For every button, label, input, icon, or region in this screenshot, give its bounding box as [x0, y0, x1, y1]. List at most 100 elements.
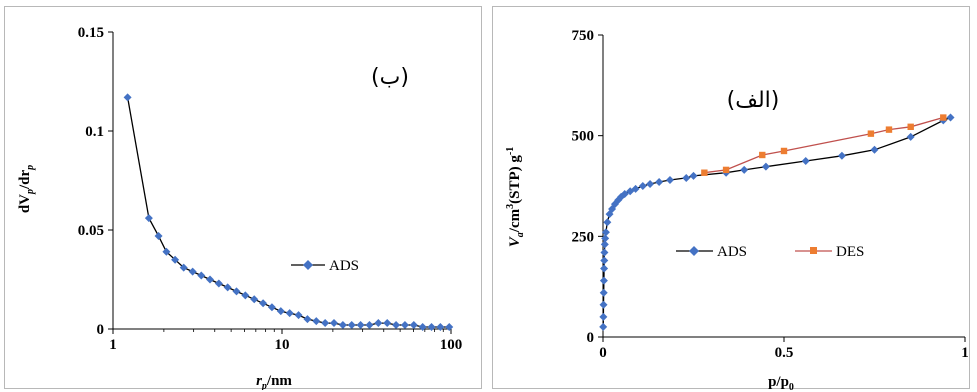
data-point-ads — [740, 165, 749, 174]
data-point-ads — [626, 187, 635, 196]
data-point-ads — [123, 93, 132, 102]
data-point-ads — [276, 307, 285, 316]
data-point-ads — [682, 173, 691, 182]
data-point-ads — [600, 240, 609, 249]
data-point-des — [701, 169, 708, 176]
x-axis-title-right: p/p0 — [768, 374, 794, 390]
data-point-ads — [267, 303, 276, 312]
series-line-ads — [126, 97, 450, 328]
y-axis-title-rest-right: /cm — [507, 208, 523, 233]
y-axis-title-left: dVp/drp — [17, 165, 36, 213]
data-point-ads — [870, 145, 879, 154]
data-point-ads — [599, 276, 608, 285]
data-point-ads — [347, 321, 356, 330]
data-point-ads — [837, 151, 846, 160]
data-point-ads — [321, 319, 330, 328]
data-point-ads — [689, 171, 698, 180]
right-series — [599, 113, 955, 331]
data-point-des — [885, 126, 893, 133]
x-tick-label: 10 — [275, 337, 290, 353]
data-point-ads — [356, 321, 365, 330]
data-point-ads — [188, 267, 197, 276]
data-point-ads — [365, 321, 374, 330]
data-point-des — [780, 147, 788, 155]
data-point-ads — [330, 319, 339, 328]
x-axis-title-main: r — [256, 373, 262, 389]
series-line-ads — [602, 116, 951, 327]
left-axes: 1 10 100 0 0.05 0.1 0.15 — [78, 25, 463, 353]
x-axis-title-suffix: /nm — [266, 373, 293, 389]
legend-marker-des — [810, 247, 817, 254]
y-tick-label: 0.1 — [85, 124, 104, 140]
legend-right: ADS DES — [676, 244, 864, 260]
y-axis-title-main-right: V — [507, 235, 523, 247]
x-tick-label: 0 — [599, 345, 607, 361]
data-point-ads — [631, 184, 640, 193]
data-point-ads — [232, 287, 241, 296]
data-point-ads — [801, 157, 810, 166]
data-point-ads — [250, 295, 259, 304]
y-tick-label: 500 — [572, 129, 595, 145]
data-point-ads — [294, 311, 303, 320]
x-axis-title-sub-right: 0 — [789, 382, 794, 390]
data-point-ads — [154, 231, 163, 240]
data-point-ads — [374, 319, 383, 328]
data-point-ads — [285, 309, 294, 318]
y-axis-title-sub-right: a — [515, 232, 526, 237]
legend-marker-ads — [303, 260, 313, 270]
x-tick-label: 100 — [440, 337, 463, 353]
x-axis-title-main-right: p/p — [768, 374, 789, 390]
data-point-ads — [600, 248, 609, 257]
data-point-ads — [436, 323, 445, 332]
data-point-ads — [601, 228, 610, 237]
x-tick-label: 1 — [109, 337, 117, 353]
data-point-ads — [338, 321, 347, 330]
data-point-ads — [400, 321, 409, 330]
data-point-ads — [655, 177, 664, 186]
data-point-des — [722, 166, 730, 174]
data-point-ads — [171, 255, 180, 264]
left-series — [123, 93, 454, 332]
data-point-ads — [144, 214, 153, 223]
legend-label-des: DES — [836, 244, 864, 260]
data-point-ads — [599, 300, 608, 309]
y-tick-label: 0 — [587, 330, 595, 346]
y-axis-title-sup-right: 3 — [505, 204, 516, 209]
data-point-des — [759, 151, 766, 159]
data-point-ads — [600, 264, 609, 273]
data-point-ads — [418, 323, 427, 332]
y-tick-label: 750 — [572, 28, 595, 44]
y-tick-label: 250 — [572, 229, 595, 245]
panel-label-right: (الف) — [727, 88, 780, 113]
y-axis-title-mid: /dr — [17, 169, 33, 190]
data-point-des — [867, 130, 875, 137]
data-point-ads — [646, 179, 655, 188]
legend-label-ads: ADS — [329, 258, 359, 274]
y-axis-title-right: Va/cm3(STP) g-1 — [505, 147, 526, 247]
legend-label-ads-right: ADS — [717, 244, 747, 260]
y-axis-title-main: dV — [17, 194, 33, 213]
x-tick-label: 1 — [961, 345, 969, 361]
legend-left: ADS — [291, 258, 359, 274]
data-point-ads — [179, 263, 188, 272]
x-axis-title-sub: p — [261, 381, 267, 390]
data-point-ads — [638, 182, 647, 190]
data-point-ads — [206, 275, 215, 284]
data-point-ads — [259, 299, 268, 308]
data-point-ads — [599, 322, 608, 331]
data-point-ads — [620, 190, 629, 199]
y-axis-title-sub1: p — [25, 189, 36, 195]
legend-marker-ads-right — [689, 246, 699, 256]
data-point-ads — [906, 132, 915, 141]
data-point-des — [940, 114, 947, 121]
right-axes: 0 0.5 1 0 250 500 750 — [572, 28, 969, 361]
data-point-ads — [241, 291, 250, 300]
data-point-ads — [601, 234, 610, 243]
data-point-ads — [761, 162, 770, 171]
data-point-ads — [303, 315, 312, 324]
data-point-ads — [162, 247, 171, 256]
y-tick-label: 0 — [97, 322, 105, 338]
isotherm-panel: 0 0.5 1 0 250 500 750 (الف) ADS DES p/p0 Va/cm… — [492, 6, 970, 390]
